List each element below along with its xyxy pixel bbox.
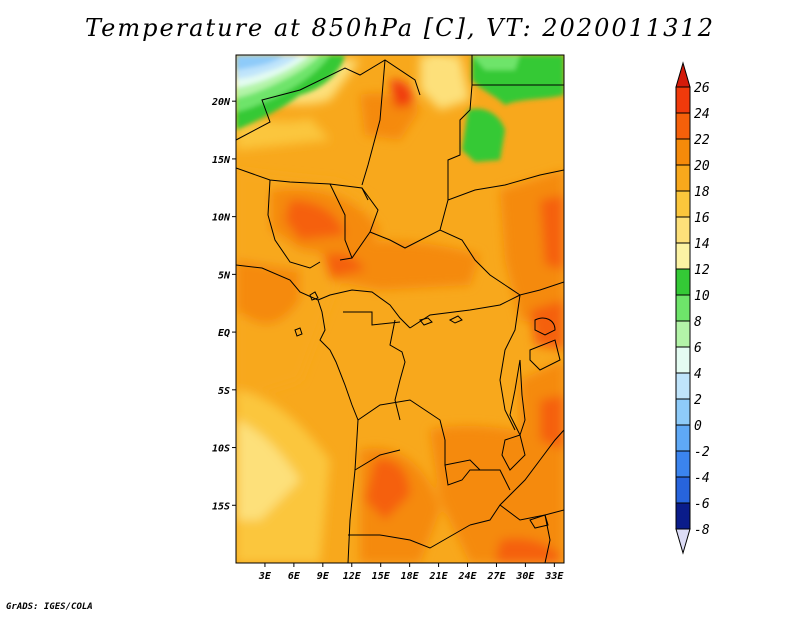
- country-borders: [236, 55, 564, 563]
- lat-tick-label: 5N: [218, 270, 231, 281]
- lat-tick-label: 5S: [218, 386, 230, 397]
- lon-tick-label: 24E: [457, 571, 477, 582]
- colorbar-swatch: [675, 190, 691, 218]
- lon-tick-label: 3E: [258, 571, 272, 582]
- colorbar-swatch: [675, 242, 691, 270]
- colorbar-swatch: [675, 320, 691, 348]
- lat-tick-label: 10S: [212, 444, 230, 455]
- colorbar-swatch: [675, 476, 691, 504]
- colorbar-swatch: [675, 398, 691, 426]
- colorbar-label: 26: [694, 81, 710, 96]
- lat-tick-label: 15S: [212, 501, 230, 512]
- colorbar-swatch: [675, 138, 691, 166]
- lon-tick-label: 12E: [343, 571, 362, 582]
- colorbar-label: 20: [694, 159, 710, 174]
- colorbar-swatch: [675, 450, 691, 478]
- footer-credit: GrADS: IGES/COLA: [6, 602, 93, 612]
- colorbar-label: 0: [694, 419, 702, 434]
- colorbar-swatch: [675, 372, 691, 400]
- lon-tick-label: 15E: [372, 571, 391, 582]
- colorbar-label: 16: [694, 211, 710, 226]
- colorbar-swatch: [675, 86, 691, 114]
- colorbar-swatch: [675, 112, 691, 140]
- lon-tick-label: 33E: [544, 571, 564, 582]
- lat-tick-label: 20N: [211, 97, 231, 108]
- lat-tick-label: EQ: [218, 328, 230, 339]
- temperature-field: [236, 55, 564, 563]
- colorbar-top-arrow: [675, 61, 691, 88]
- colorbar-bottom-arrow: [675, 528, 691, 555]
- lon-tick-label: 18E: [401, 571, 420, 582]
- latitude-axis: 20N 15N 10N 5N EQ 5S 10S 15S: [211, 97, 236, 512]
- colorbar-label: -4: [694, 471, 710, 486]
- colorbar-swatch: [675, 346, 691, 374]
- colorbar-label: 22: [694, 133, 710, 148]
- colorbar-label: 2: [694, 393, 702, 408]
- colorbar-label: 18: [694, 185, 710, 200]
- lon-tick-label: 21E: [429, 571, 449, 582]
- colorbar-label: -8: [694, 523, 710, 538]
- colorbar-swatch: [675, 502, 691, 530]
- lat-tick-label: 10N: [212, 213, 231, 224]
- colorbar-label: 8: [694, 315, 702, 330]
- lon-tick-label: 30E: [515, 571, 535, 582]
- colorbar-swatch: [675, 294, 691, 322]
- colorbar-label: 24: [694, 107, 710, 122]
- colorbar-label: -6: [694, 497, 710, 512]
- colorbar-label: 4: [694, 367, 702, 382]
- lon-tick-label: 9E: [317, 571, 330, 582]
- colorbar-label: 6: [694, 341, 702, 356]
- colorbar-label: 10: [694, 289, 710, 304]
- colorbar-swatch: [675, 424, 691, 452]
- lat-tick-label: 15N: [212, 155, 231, 166]
- colorbar-label: 14: [694, 237, 710, 252]
- colorbar-swatch: [675, 268, 691, 296]
- colorbar-label: 12: [694, 263, 710, 278]
- lon-tick-label: 27E: [486, 571, 506, 582]
- colorbar-swatch: [675, 216, 691, 244]
- colorbar-swatch: [675, 164, 691, 192]
- lon-tick-label: 6E: [288, 571, 301, 582]
- colorbar-label: -2: [694, 445, 710, 460]
- map-title: Temperature at 850hPa [C], VT: 202001131…: [85, 14, 715, 42]
- map-frame: [235, 54, 565, 564]
- longitude-axis: 3E 6E 9E 12E 15E 18E 21E 24E 27E 30E 33E: [258, 563, 564, 582]
